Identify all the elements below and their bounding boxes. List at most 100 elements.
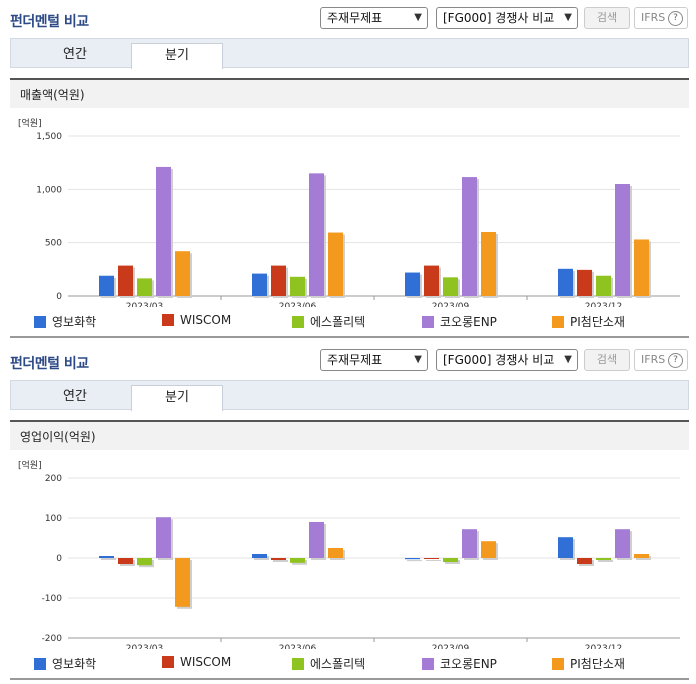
bar[interactable] bbox=[481, 541, 496, 558]
legend-swatch bbox=[292, 658, 304, 670]
legend-swatch bbox=[552, 316, 564, 328]
compare-select[interactable]: [FG000] 경쟁사 비교 ▼ bbox=[436, 349, 578, 371]
report-type-select[interactable]: 주재무제표 ▼ bbox=[320, 349, 428, 371]
y-tick-label: 200 bbox=[45, 474, 62, 484]
legend-item[interactable]: 에스폴리텍 bbox=[292, 655, 365, 672]
legend-label: 에스폴리텍 bbox=[310, 657, 366, 671]
bar[interactable] bbox=[137, 278, 152, 296]
bar[interactable] bbox=[99, 556, 114, 558]
panel-title: 펀더멘털 비교 bbox=[10, 14, 89, 30]
compare-value: [FG000] 경쟁사 비교 bbox=[443, 353, 555, 367]
bar[interactable] bbox=[118, 558, 133, 564]
panel-header: 펀더멘털 비교 주재무제표 ▼ [FG000] 경쟁사 비교 ▼ 검색 IFRS… bbox=[0, 342, 696, 378]
bar[interactable] bbox=[462, 177, 477, 296]
bar[interactable] bbox=[577, 558, 592, 564]
legend-item[interactable]: 코오롱ENP bbox=[422, 655, 497, 672]
chevron-down-icon: ▼ bbox=[564, 354, 572, 365]
bar[interactable] bbox=[118, 265, 133, 296]
y-tick-label: 1,500 bbox=[36, 132, 62, 142]
bar[interactable] bbox=[156, 517, 171, 558]
bar[interactable] bbox=[596, 275, 611, 296]
y-tick-label: 100 bbox=[45, 514, 62, 524]
y-tick-label: -100 bbox=[42, 594, 63, 604]
bar[interactable] bbox=[252, 273, 267, 296]
legend-item[interactable]: 코오롱ENP bbox=[422, 313, 497, 330]
revenue-panel: 펀더멘털 비교 주재무제표 ▼ [FG000] 경쟁사 비교 ▼ 검색 IFRS… bbox=[0, 0, 696, 340]
bar[interactable] bbox=[443, 277, 458, 296]
bar-shadow bbox=[101, 558, 116, 560]
bar[interactable] bbox=[175, 558, 190, 607]
bar[interactable] bbox=[558, 537, 573, 558]
legend-item[interactable]: 영보화학 bbox=[34, 655, 96, 672]
search-button[interactable]: 검색 bbox=[584, 349, 630, 371]
tab-quarterly[interactable]: 분기 bbox=[131, 385, 223, 411]
legend-label: PI첨단소재 bbox=[570, 657, 625, 671]
legend-swatch bbox=[422, 658, 434, 670]
bar[interactable] bbox=[424, 558, 439, 559]
bar[interactable] bbox=[615, 529, 630, 558]
legend-item[interactable]: WISCOM bbox=[162, 313, 231, 327]
ifrs-button[interactable]: IFRS ? bbox=[634, 349, 688, 371]
unit-label: [억원] bbox=[18, 117, 42, 129]
search-button[interactable]: 검색 bbox=[584, 7, 630, 29]
legend-item[interactable]: 에스폴리텍 bbox=[292, 313, 365, 330]
legend-item[interactable]: WISCOM bbox=[162, 655, 231, 669]
legend-swatch bbox=[34, 316, 46, 328]
bar[interactable] bbox=[328, 548, 343, 558]
bar[interactable] bbox=[309, 522, 324, 558]
period-tabs: 연간 분기 bbox=[10, 380, 689, 411]
bar[interactable] bbox=[577, 269, 592, 296]
bar[interactable] bbox=[175, 251, 190, 296]
legend-item[interactable]: PI첨단소재 bbox=[552, 655, 625, 672]
legend-label: WISCOM bbox=[180, 313, 232, 327]
operating-profit-panel: 펀더멘털 비교 주재무제표 ▼ [FG000] 경쟁사 비교 ▼ 검색 IFRS… bbox=[0, 342, 696, 684]
bar[interactable] bbox=[290, 558, 305, 563]
legend-item[interactable]: PI첨단소재 bbox=[552, 313, 625, 330]
bar[interactable] bbox=[271, 558, 286, 560]
bar[interactable] bbox=[252, 554, 267, 558]
ifrs-button[interactable]: IFRS ? bbox=[634, 7, 688, 29]
section-title: 매출액(억원) bbox=[20, 88, 85, 102]
operating-profit-chart: [억원]200 100 0 -100 -200 2023/03 2023/06 2023/09… bbox=[18, 459, 680, 649]
y-tick-label: 500 bbox=[45, 239, 62, 249]
bar[interactable] bbox=[462, 529, 477, 558]
legend-swatch bbox=[292, 316, 304, 328]
tab-annual[interactable]: 연간 bbox=[63, 389, 87, 404]
bar[interactable] bbox=[328, 232, 343, 296]
bar[interactable] bbox=[424, 265, 439, 296]
ifrs-label: IFRS bbox=[641, 353, 666, 366]
bar[interactable] bbox=[405, 558, 420, 560]
bar[interactable] bbox=[156, 166, 171, 296]
bar[interactable] bbox=[634, 554, 649, 558]
report-type-select[interactable]: 주재무제표 ▼ bbox=[320, 7, 428, 29]
bar[interactable] bbox=[290, 276, 305, 296]
bar[interactable] bbox=[271, 265, 286, 296]
divider bbox=[10, 336, 689, 338]
legend-swatch bbox=[162, 314, 174, 326]
bar[interactable] bbox=[558, 268, 573, 296]
bar[interactable] bbox=[443, 558, 458, 562]
y-tick-label: 0 bbox=[56, 554, 62, 564]
x-tick-label: 2023/12 bbox=[585, 302, 622, 307]
bar[interactable] bbox=[309, 173, 324, 296]
bar[interactable] bbox=[615, 184, 630, 296]
legend-label: 영보화학 bbox=[52, 315, 97, 329]
bar[interactable] bbox=[137, 558, 152, 566]
bar[interactable] bbox=[634, 239, 649, 296]
bar[interactable] bbox=[405, 272, 420, 296]
legend-item[interactable]: 영보화학 bbox=[34, 313, 96, 330]
legend-label: 코오롱ENP bbox=[440, 315, 497, 329]
tab-quarterly[interactable]: 분기 bbox=[131, 43, 223, 69]
tab-annual[interactable]: 연간 bbox=[63, 47, 87, 62]
bar[interactable] bbox=[481, 232, 496, 296]
bar[interactable] bbox=[99, 275, 114, 296]
bar[interactable] bbox=[596, 558, 611, 560]
compare-select[interactable]: [FG000] 경쟁사 비교 ▼ bbox=[436, 7, 578, 29]
x-tick-label: 2023/06 bbox=[279, 644, 317, 649]
y-tick-label: -200 bbox=[42, 634, 63, 644]
help-icon[interactable]: ? bbox=[668, 353, 683, 368]
bar-shadow bbox=[407, 560, 422, 562]
divider bbox=[10, 678, 689, 680]
panel-title: 펀더멘털 비교 bbox=[10, 356, 89, 372]
help-icon[interactable]: ? bbox=[668, 11, 683, 26]
